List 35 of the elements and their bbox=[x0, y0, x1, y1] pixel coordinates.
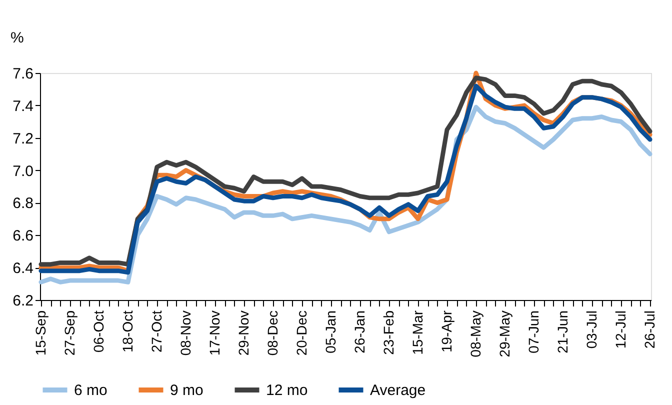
y-tick-label: 6.4 bbox=[12, 260, 34, 278]
x-tick-label: 26-Jan bbox=[352, 310, 368, 354]
legend-label: 9 mo bbox=[170, 382, 204, 399]
x-tick-label: 07-Jun bbox=[526, 310, 542, 354]
x-tick-label: 29-Nov bbox=[235, 310, 252, 356]
legend-label: Average bbox=[370, 382, 426, 399]
legend-label: 12 mo bbox=[266, 382, 308, 399]
y-axis-title: % bbox=[10, 30, 24, 46]
x-tick-label: 26-Jul bbox=[642, 310, 658, 349]
legend-label: 6 mo bbox=[74, 382, 108, 399]
y-tick-label: 7.6 bbox=[12, 66, 34, 82]
x-tick-label: 15-Mar bbox=[410, 310, 426, 355]
x-tick-label: 20-Dec bbox=[293, 310, 310, 356]
x-tick-label: 19-Apr bbox=[438, 310, 455, 353]
x-tick-label: 08-Nov bbox=[177, 310, 194, 356]
y-tick-label: 6.2 bbox=[12, 292, 34, 310]
y-tick-label: 6.6 bbox=[12, 228, 34, 245]
y-tick-label: 7.0 bbox=[12, 162, 34, 180]
x-tick-label: 03-Jul bbox=[584, 310, 600, 349]
y-tick-label: 6.8 bbox=[12, 195, 34, 212]
x-tick-label: 06-Oct bbox=[90, 310, 106, 353]
x-tick-label: 21-Jun bbox=[554, 310, 571, 354]
y-tick-label: 7.4 bbox=[12, 98, 34, 115]
x-tick-label: 27-Oct bbox=[148, 310, 164, 353]
x-tick-label: 23-Feb bbox=[380, 310, 397, 355]
x-tick-label: 27-Sep bbox=[61, 310, 78, 356]
x-tick-label: 18-Oct bbox=[119, 310, 136, 353]
x-tick-label: 08-May bbox=[468, 310, 484, 358]
x-tick-label: 08-Dec bbox=[264, 310, 280, 356]
x-tick-label: 17-Nov bbox=[206, 310, 222, 356]
x-tick-label: 29-May bbox=[496, 310, 513, 358]
y-tick-label: 7.2 bbox=[12, 130, 34, 148]
x-tick-label: 05-Jan bbox=[322, 310, 338, 354]
x-tick-label: 15-Sep bbox=[32, 310, 48, 356]
x-tick-label: 12-Jul bbox=[612, 310, 629, 349]
